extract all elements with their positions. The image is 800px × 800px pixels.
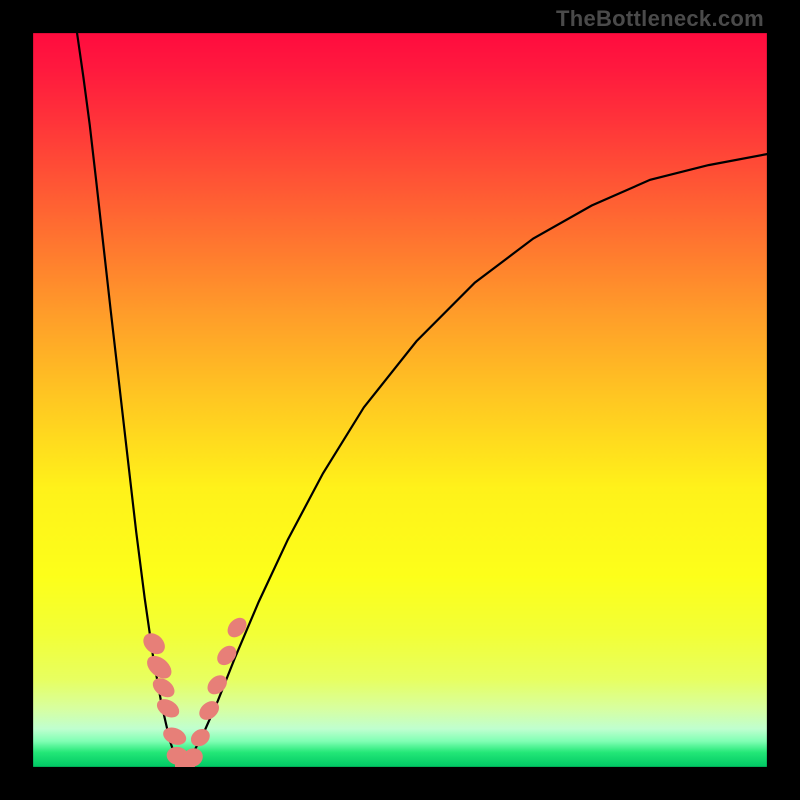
marker-0 [139, 629, 169, 658]
marker-8 [188, 725, 214, 749]
marker-12 [224, 614, 251, 641]
marker-3 [154, 695, 183, 721]
marker-11 [213, 642, 240, 669]
bottleneck-chart: TheBottleneck.com [0, 0, 800, 800]
marker-9 [196, 697, 223, 723]
marker-4 [161, 724, 189, 748]
markers-overlay [0, 0, 800, 800]
watermark-label: TheBottleneck.com [556, 6, 764, 32]
marker-10 [204, 671, 231, 698]
